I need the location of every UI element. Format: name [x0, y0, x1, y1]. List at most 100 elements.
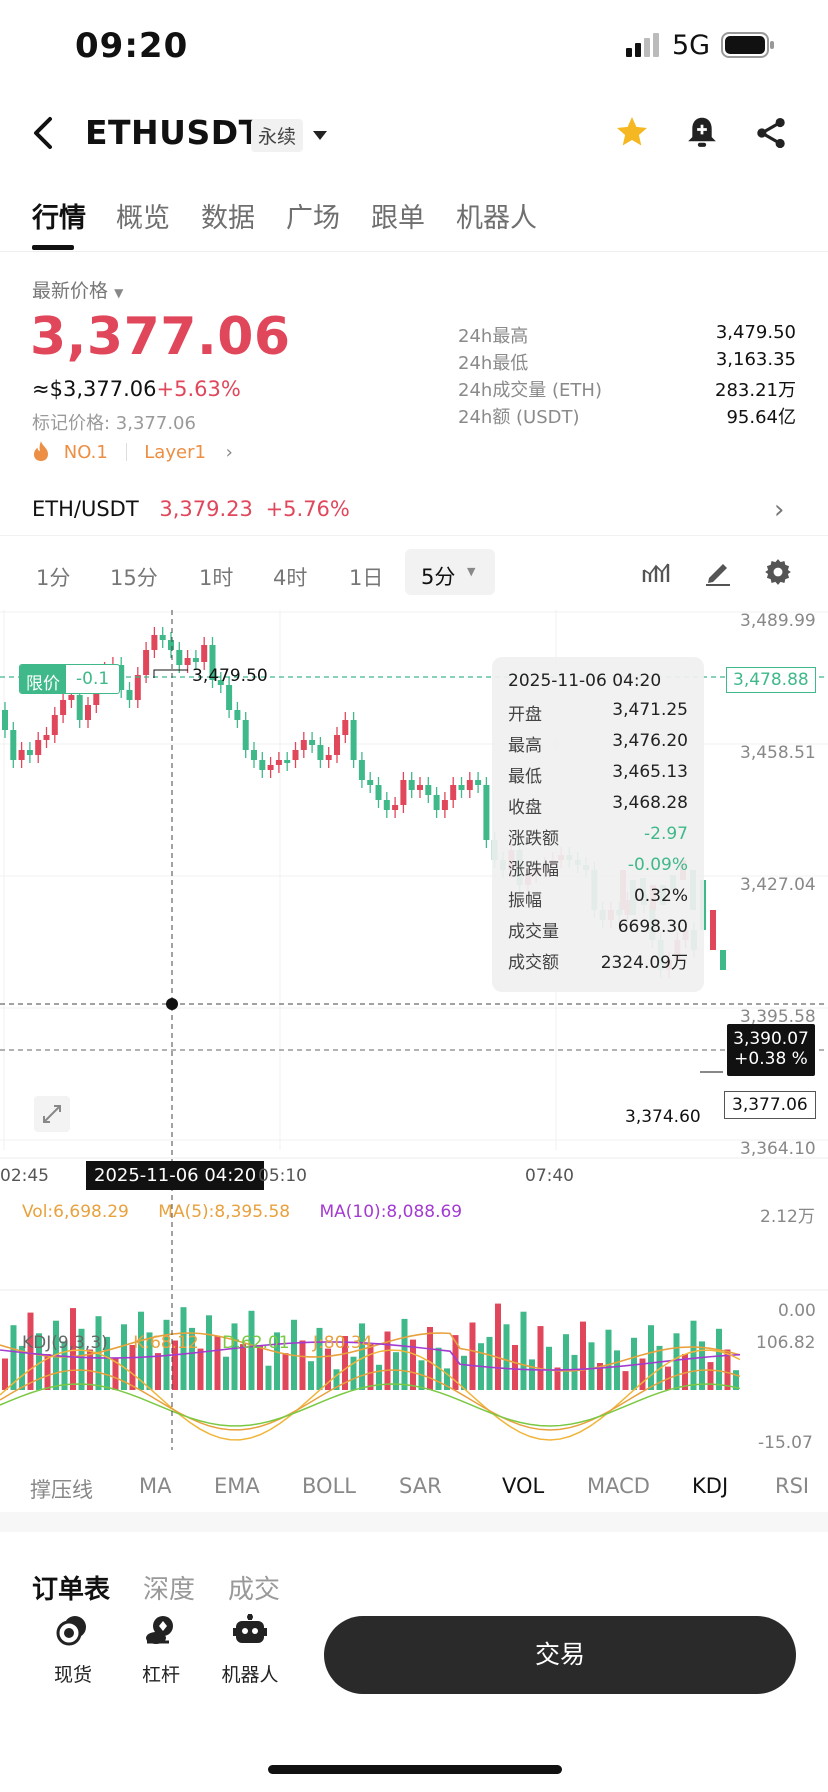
volume-bar — [401, 1318, 408, 1390]
candle-body — [242, 720, 249, 750]
tooltip-value: -2.97 — [644, 824, 688, 844]
kdj-legend: KDJ(9,3,3) K:68.12 D:62.01 J:80.34 — [22, 1333, 372, 1353]
candlestick-chart[interactable] — [0, 610, 828, 1460]
volume-bar — [197, 1348, 204, 1390]
volume-bar — [546, 1346, 552, 1390]
pair-title[interactable]: ETHUSDT — [85, 113, 262, 152]
volume-bar — [308, 1361, 314, 1390]
volume-bar — [112, 1357, 119, 1390]
tab-underline — [32, 245, 74, 250]
candle-body — [417, 785, 423, 790]
draw-tool-icon[interactable] — [704, 558, 732, 590]
latest-price-label[interactable]: 最新价格 ▼ — [32, 276, 123, 303]
tab-orderbook[interactable]: 订单表 — [32, 1575, 111, 1605]
candle-body — [367, 780, 374, 785]
spot-price-row[interactable]: ETH/USDT 3,379.23 +5.76% — [32, 497, 350, 521]
tab-trades[interactable]: 成交 — [228, 1575, 281, 1605]
volume-bar — [350, 1356, 357, 1390]
robot-button[interactable]: 机器人 — [215, 1614, 285, 1687]
limit-order-badge[interactable]: 限价 -0.1 — [19, 664, 121, 694]
indicator-vol[interactable]: VOL — [502, 1474, 545, 1498]
current-price-change: +0.38 % — [734, 1049, 808, 1069]
star-icon[interactable] — [614, 114, 650, 154]
candle-body — [85, 705, 91, 720]
volume-bar — [469, 1322, 476, 1390]
stat-label: 24h最低 — [458, 353, 529, 374]
y-tick: 3,395.58 — [740, 1007, 816, 1027]
candle-body — [720, 950, 726, 970]
chevron-down-icon[interactable] — [312, 127, 328, 146]
trade-button[interactable]: 交易 — [324, 1616, 796, 1694]
vol-legend: Vol:6,698.29 MA(5):8,395.58 MA(10):8,088… — [22, 1202, 462, 1222]
candle-body — [425, 785, 432, 795]
kdj-axis-top: 106.82 — [756, 1333, 816, 1353]
x-tick: 05:10 — [258, 1166, 307, 1186]
tab-depth[interactable]: 深度 — [143, 1575, 196, 1605]
candle-body — [466, 780, 473, 790]
indicator-macd[interactable]: MACD — [587, 1474, 650, 1498]
tooltip-label: 涨跌幅 — [508, 860, 559, 880]
alert-bell-icon[interactable] — [685, 115, 719, 155]
spot-button[interactable]: 现货 — [38, 1614, 108, 1687]
caret-down-icon: ▼ — [114, 286, 124, 300]
volume-bar — [733, 1370, 739, 1390]
candle-body — [267, 765, 274, 770]
tab-data[interactable]: 数据 — [201, 203, 255, 234]
margin-label: 杠杆 — [141, 1664, 180, 1686]
tab-copy-trading[interactable]: 跟单 — [371, 203, 425, 234]
volume-bar — [682, 1354, 688, 1390]
contract-type-badge[interactable]: 永续 — [251, 119, 304, 152]
tooltip-row: 成交量 6698.30 — [508, 917, 688, 948]
interval-15m[interactable]: 15分 — [110, 566, 158, 590]
tab-overview[interactable]: 概览 — [116, 203, 170, 234]
candle-body — [317, 745, 324, 760]
y-tick: 3,489.99 — [740, 611, 816, 631]
volume-bar — [690, 1320, 697, 1390]
indicator-ma[interactable]: MA — [139, 1474, 172, 1498]
tab-bots[interactable]: 机器人 — [456, 203, 537, 234]
tooltip-value: 3,476.20 — [612, 731, 688, 751]
tab-square[interactable]: 广场 — [286, 203, 340, 234]
interval-1h[interactable]: 1时 — [199, 566, 234, 590]
candle-body — [300, 740, 307, 750]
expand-icon[interactable] — [34, 1096, 70, 1132]
back-icon[interactable] — [30, 116, 56, 154]
tooltip-value: 3,468.28 — [612, 793, 688, 813]
indicator-icon[interactable] — [642, 560, 670, 588]
interval-selected: 5分 — [421, 565, 456, 589]
indicator-ema[interactable]: EMA — [214, 1474, 260, 1498]
interval-4h[interactable]: 4时 — [273, 566, 308, 590]
indicator-kdj[interactable]: KDJ — [692, 1474, 729, 1498]
tooltip-label: 涨跌额 — [508, 829, 559, 849]
volume-bar — [529, 1359, 535, 1390]
tooltip-row: 涨跌幅 -0.09% — [508, 855, 688, 886]
indicator-rsi[interactable]: RSI — [775, 1474, 810, 1498]
volume-bar — [376, 1364, 382, 1390]
candle-body — [275, 760, 282, 765]
tooltip-value: -0.09% — [627, 855, 688, 875]
interval-1d[interactable]: 1日 — [349, 566, 384, 590]
volume-bar — [648, 1325, 654, 1390]
volume-bar — [359, 1323, 365, 1390]
tooltip-label: 开盘 — [508, 705, 542, 725]
indicator-boll[interactable]: BOLL — [302, 1474, 356, 1498]
settings-icon[interactable] — [764, 558, 792, 590]
rank-row[interactable]: NO.1 Layer1 › — [32, 440, 233, 463]
candle-body — [251, 750, 257, 760]
margin-button[interactable]: 杠杆 — [126, 1614, 196, 1687]
candle-body — [441, 800, 448, 810]
share-icon[interactable] — [755, 116, 787, 154]
interval-selector[interactable]: 5分 ▼ — [405, 549, 495, 595]
chevron-right-icon[interactable]: › — [774, 495, 785, 525]
tooltip-time: 2025-11-06 04:20 — [508, 671, 662, 691]
volume-bar — [282, 1353, 289, 1390]
interval-1m[interactable]: 1分 — [36, 566, 71, 590]
indicator-support[interactable]: 撑压线 — [30, 1478, 93, 1502]
volume-bar — [61, 1341, 68, 1390]
volume-bar — [223, 1356, 229, 1390]
volume-bar — [316, 1327, 323, 1390]
network-label: 5G — [672, 30, 711, 61]
indicator-sar[interactable]: SAR — [399, 1474, 442, 1498]
tab-market[interactable]: 行情 — [32, 203, 86, 234]
volume-bar — [325, 1348, 331, 1390]
